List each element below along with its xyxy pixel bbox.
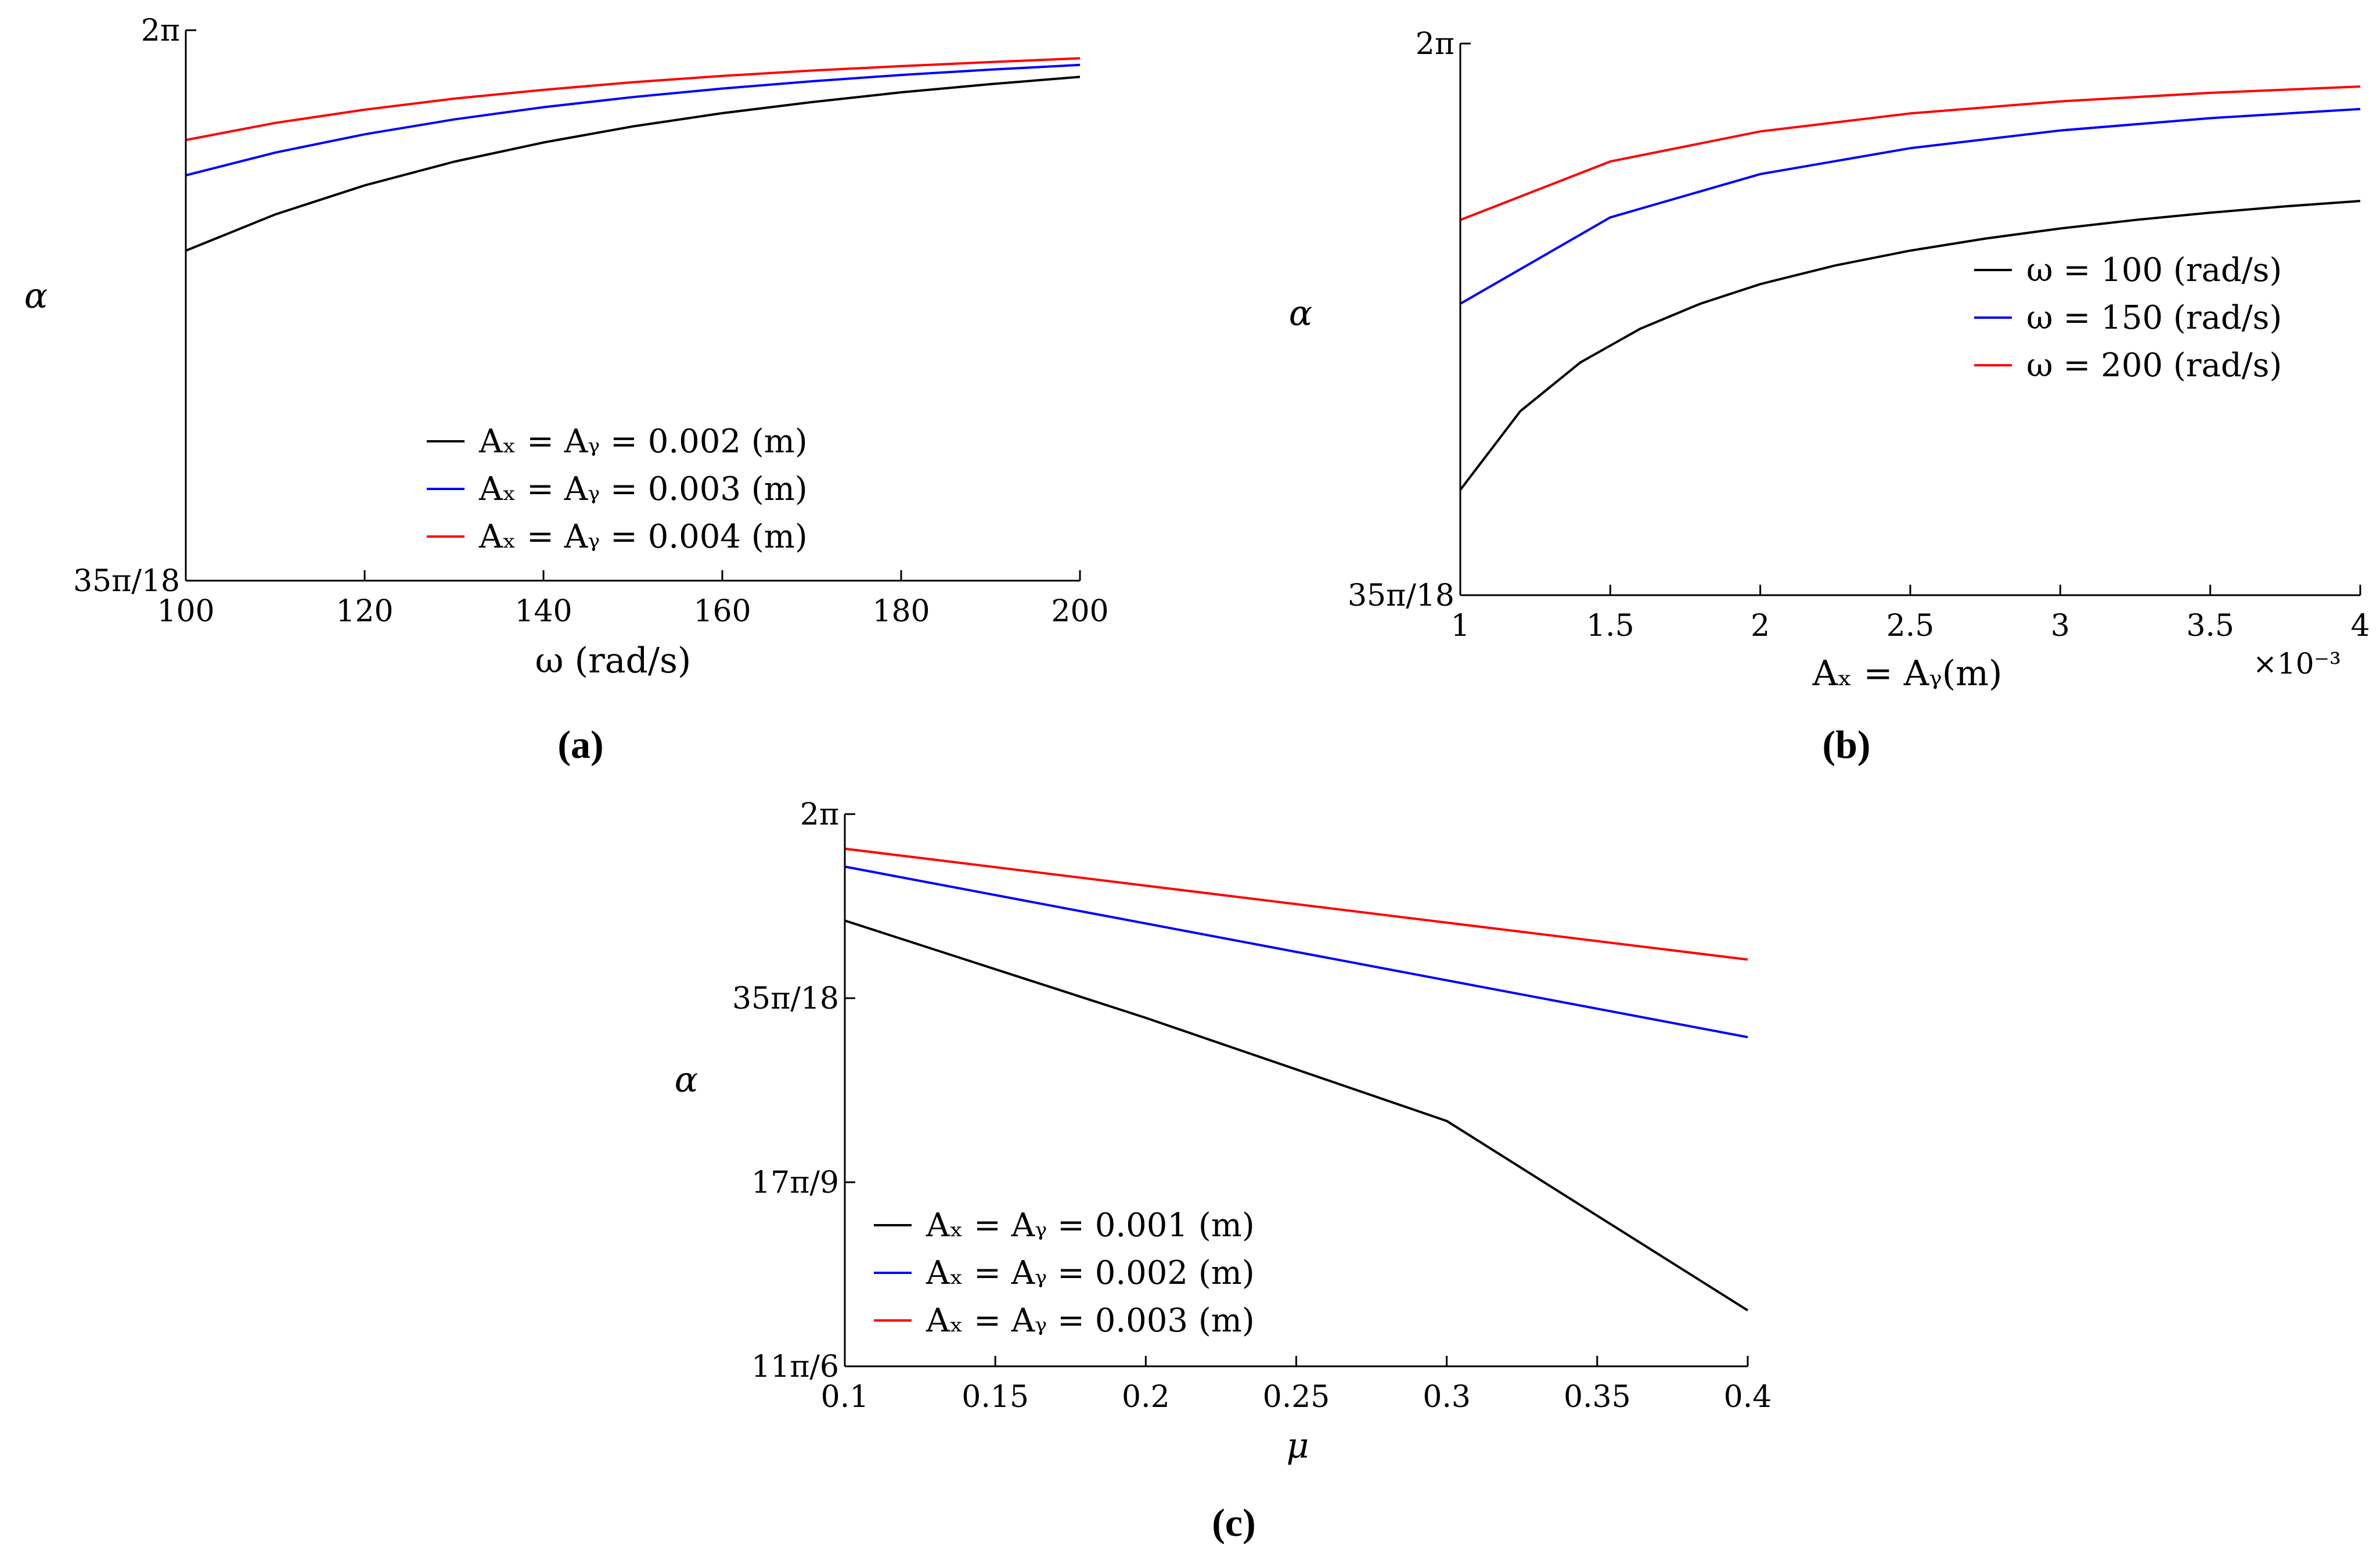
y-tick-label: 11π/6 <box>751 1349 839 1384</box>
x-tick-label: 0.3 <box>1423 1380 1471 1415</box>
panel-b-x-exponent: ×10⁻³ <box>2253 647 2341 681</box>
x-tick-label: 2.5 <box>1886 609 1935 643</box>
x-tick-label: 4 <box>2350 609 2370 643</box>
panel-b-y-axis-label: α <box>1289 293 1313 334</box>
y-tick-label: 2π <box>800 797 839 832</box>
y-tick-label: 2π <box>141 13 180 48</box>
panel-c-y-axis-label: α <box>675 1060 698 1100</box>
panel-b-lines <box>1459 85 2361 491</box>
panel-a-legend: Aₓ = Aᵧ = 0.002 (m) Aₓ = Aᵧ = 0.003 (m) Aₓ… <box>427 423 808 556</box>
x-tick-label: 0.2 <box>1122 1380 1170 1415</box>
series-line-1 <box>185 75 1081 252</box>
x-tick-label: 1.5 <box>1586 609 1634 643</box>
panel-b: 1 1.5 2 2.5 3 3.5 4 35π/18 2π Aₓ = Aᵧ(m) ×10⁻³ α… <box>1289 27 2370 766</box>
panel-b-x-axis-label: Aₓ = Aᵧ(m) <box>1812 653 2003 694</box>
legend-label-1: ω = 100 (rad/s) <box>2026 251 2282 289</box>
panel-a-label: (a) <box>557 722 603 766</box>
y-tick-label: 35π/18 <box>732 981 839 1016</box>
panel-a-y-axis-label: α <box>24 276 48 316</box>
x-tick-label: 1 <box>1450 609 1470 643</box>
x-tick-label: 0.1 <box>821 1380 869 1415</box>
panel-a-x-axis-label: ω (rad/s) <box>535 640 692 681</box>
y-tick-label: 35π/18 <box>1348 578 1454 613</box>
x-tick-label: 3.5 <box>2186 609 2234 643</box>
panel-a-lines <box>185 57 1081 252</box>
y-tick-label: 35π/18 <box>73 564 180 599</box>
legend-label-1: Aₓ = Aᵧ = 0.002 (m) <box>478 423 808 460</box>
panel-c: 0.1 0.15 0.2 0.25 0.3 0.35 0.4 11π/6 17π/9 35π/18… <box>675 797 1772 1544</box>
panel-a-ticks: 100 120 140 160 180 200 35π/18 2π <box>73 13 1109 629</box>
x-tick-label: 100 <box>157 594 214 629</box>
x-tick-label: 0.15 <box>962 1380 1029 1415</box>
x-tick-label: 0.25 <box>1263 1380 1330 1415</box>
legend-label-3: Aₓ = Aᵧ = 0.004 (m) <box>478 518 808 556</box>
y-tick-label: 17π/9 <box>751 1165 839 1200</box>
series-line-3 <box>1460 85 2361 221</box>
panel-b-ticks: 1 1.5 2 2.5 3 3.5 4 35π/18 2π <box>1348 27 2370 643</box>
panel-a-axes <box>185 30 1080 582</box>
x-tick-label: 200 <box>1051 594 1108 629</box>
panel-c-legend: Aₓ = Aᵧ = 0.001 (m) Aₓ = Aᵧ = 0.002 (m) Aₓ… <box>874 1207 1255 1340</box>
panel-b-label: (b) <box>1822 722 1870 766</box>
panel-c-ticks: 0.1 0.15 0.2 0.25 0.3 0.35 0.4 11π/6 17π/9 35π/18… <box>732 797 1772 1415</box>
panel-b-legend: ω = 100 (rad/s) ω = 150 (rad/s) ω = 200 (r… <box>1974 251 2282 384</box>
y-tick-label: 2π <box>1416 27 1454 62</box>
series-line-2 <box>185 63 1081 177</box>
x-tick-label: 140 <box>514 594 572 629</box>
panel-a: 100 120 140 160 180 200 35π/18 2π ω (rad/s) α A… <box>24 13 1109 766</box>
series-line-3 <box>844 847 1748 961</box>
legend-label-2: ω = 150 (rad/s) <box>2026 299 2282 337</box>
x-tick-label: 0.4 <box>1724 1380 1772 1415</box>
x-tick-label: 0.35 <box>1564 1380 1631 1415</box>
x-tick-label: 180 <box>872 594 930 629</box>
panel-c-label: (c) <box>1212 1500 1255 1544</box>
series-line-2 <box>844 865 1748 1039</box>
legend-label-2: Aₓ = Aᵧ = 0.003 (m) <box>478 470 808 508</box>
series-line-1 <box>1459 200 2361 491</box>
series-line-2 <box>1460 107 2361 305</box>
series-line-1 <box>844 919 1749 1312</box>
legend-label-3: Aₓ = Aᵧ = 0.003 (m) <box>926 1302 1255 1340</box>
legend-label-1: Aₓ = Aᵧ = 0.001 (m) <box>926 1207 1255 1244</box>
legend-label-2: Aₓ = Aᵧ = 0.002 (m) <box>926 1254 1255 1292</box>
series-line-3 <box>185 57 1081 142</box>
panel-c-x-axis-label: μ <box>1287 1426 1309 1466</box>
x-tick-label: 3 <box>2051 609 2070 643</box>
panel-c-lines <box>844 847 1749 1312</box>
x-tick-label: 160 <box>693 594 751 629</box>
x-tick-label: 2 <box>1751 609 1770 643</box>
legend-label-3: ω = 200 (rad/s) <box>2026 347 2282 384</box>
x-tick-label: 120 <box>336 594 393 629</box>
